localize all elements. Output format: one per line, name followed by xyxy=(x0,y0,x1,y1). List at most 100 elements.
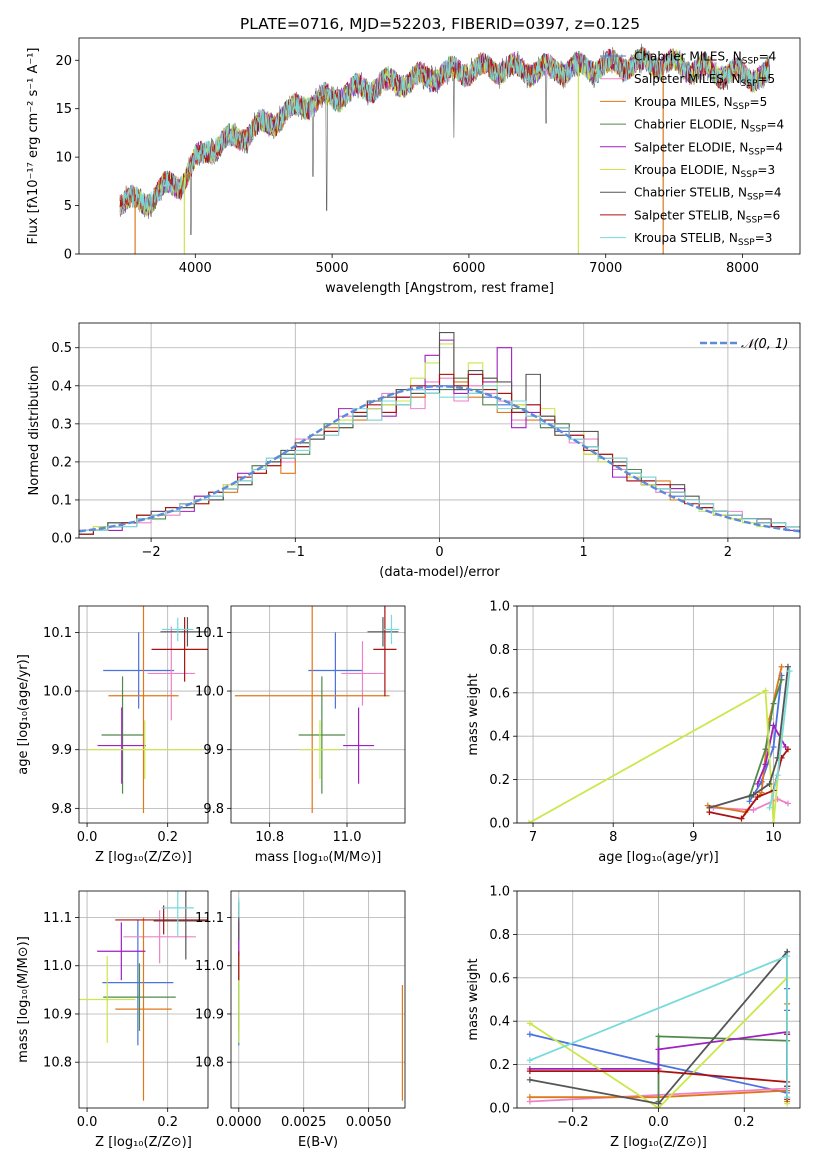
x-tick-label: 4000 xyxy=(179,261,212,276)
y-tick-label: 11.1 xyxy=(195,911,224,926)
x-axis-label: age [log₁₀(age/yr)] xyxy=(598,850,719,865)
y-tick-label: 10.0 xyxy=(195,685,224,700)
legend-label: Salpeter ELODIE, NSSP=4 xyxy=(634,140,783,157)
weight-marker xyxy=(706,809,713,816)
y-tick-label: 0.6 xyxy=(489,686,510,701)
axes-frame xyxy=(230,890,406,1109)
legend-label: 𝒩(0, 1) xyxy=(741,337,788,352)
x-tick-label: 8000 xyxy=(726,261,759,276)
x-tick-label: 0.2 xyxy=(734,1115,755,1130)
weight-marker xyxy=(526,1020,533,1027)
x-axis-label: Z [log₁₀(Z/Z⊙)] xyxy=(95,850,192,865)
y-tick-label: 9.9 xyxy=(203,743,224,758)
x-tick-label: 1 xyxy=(580,545,588,560)
weight-marker xyxy=(750,806,757,813)
legend-label: Kroupa ELODIE, NSSP=3 xyxy=(634,163,775,180)
y-tick-label: 20 xyxy=(55,54,72,69)
x-tick-label: 9 xyxy=(689,830,697,845)
x-tick-label: 0.0000 xyxy=(216,1115,262,1130)
y-tick-label: 0.5 xyxy=(51,341,72,356)
histogram-steps xyxy=(79,331,800,535)
y-axis-label: mass weight xyxy=(466,958,481,1040)
x-tick-label: 0.0050 xyxy=(346,1115,392,1130)
weight-line xyxy=(709,748,789,820)
x-tick-label: 5000 xyxy=(316,261,349,276)
y-axis-label: mass [log₁₀(M/M⊙)] xyxy=(16,936,31,1063)
x-tick-label: 0.0025 xyxy=(281,1115,327,1130)
y-tick-label: 10.9 xyxy=(43,1007,72,1022)
weight-marker xyxy=(655,1068,662,1075)
y-tick-label: 0.8 xyxy=(489,643,510,658)
axes-frame xyxy=(78,37,801,255)
x-tick-label: 0.0 xyxy=(77,1115,98,1130)
y-tick-label: 10.9 xyxy=(195,1007,224,1022)
y-tick-label: 0.2 xyxy=(489,1058,510,1073)
x-tick-label: −2 xyxy=(142,545,161,560)
weight-marker xyxy=(770,700,777,707)
x-axis-label: (data-model)/error xyxy=(379,565,500,580)
spectrum-axes: 4000 5000 6000 7000 8000 0 5 10 15 20 wavelength [… xyxy=(26,48,759,297)
x-tick-label: 8 xyxy=(609,830,617,845)
weight-marker xyxy=(770,820,777,823)
weight-marker xyxy=(762,687,769,694)
weight-marker xyxy=(778,663,785,670)
figure-title: PLATE=0716, MJD=52203, FIBERID=0397, z=0… xyxy=(240,15,640,33)
weight-marker xyxy=(766,780,773,787)
y-tick-label: 0.0 xyxy=(489,817,510,832)
weight-marker xyxy=(750,791,757,798)
weight-marker xyxy=(770,722,777,729)
mass-vs-Z-axes: 0.0 0.2 10.8 10.9 11.0 11.1 Z [log₁₀(Z/Z⊙)] mas… xyxy=(16,891,208,1150)
weight-marker xyxy=(655,1046,662,1053)
weight-marker xyxy=(786,668,793,675)
y-tick-label: 1.0 xyxy=(489,600,510,615)
y-axis-label: Flux [fλ10⁻¹⁷ erg cm⁻² s⁻¹ A⁻¹] xyxy=(26,48,41,245)
weight-marker xyxy=(762,746,769,753)
legend-label: Salpeter MILES, NSSP=5 xyxy=(634,72,775,89)
histogram-series xyxy=(79,331,800,535)
weight-marker xyxy=(784,663,791,670)
spectrum-line xyxy=(119,48,770,215)
y-tick-label: 10.0 xyxy=(43,685,72,700)
weight-marker xyxy=(526,1031,533,1038)
x-tick-label: 0.0 xyxy=(77,830,98,845)
x-axis-label: wavelength [Angstrom, rest frame] xyxy=(325,281,554,296)
y-tick-label: 0.0 xyxy=(489,1102,510,1117)
y-axis-label: mass weight xyxy=(466,673,481,755)
legend-label: Chabrier ELODIE, NSSP=4 xyxy=(634,118,784,135)
spectrum-legend: Chabrier MILES, NSSP=4 Salpeter MILES, NS… xyxy=(600,50,784,248)
weight-marker xyxy=(754,793,761,800)
x-tick-label: 0.0 xyxy=(648,1115,669,1130)
axes-frame xyxy=(78,890,209,1109)
weight-marker xyxy=(655,1033,662,1040)
axes-frame xyxy=(78,605,209,824)
histogram-series xyxy=(79,385,800,531)
mass-weight-vs-Z-lines xyxy=(526,948,791,1108)
weight-marker xyxy=(526,1076,533,1083)
y-tick-label: 9.9 xyxy=(51,743,72,758)
y-tick-label: 9.8 xyxy=(203,802,224,817)
x-tick-label: 10.8 xyxy=(255,830,284,845)
weight-line xyxy=(713,798,789,811)
legend-label: Kroupa STELIB, NSSP=3 xyxy=(634,231,772,248)
weight-marker xyxy=(774,772,781,779)
spectrum-traces xyxy=(119,43,770,254)
mass-weight-vs-age-lines xyxy=(526,663,793,823)
axes-frame xyxy=(230,605,406,824)
weight-marker xyxy=(526,820,533,823)
x-tick-label: 7000 xyxy=(589,261,622,276)
y-tick-label: 0.1 xyxy=(51,493,72,508)
y-tick-label: 0.4 xyxy=(489,730,510,745)
y-tick-label: 0.8 xyxy=(489,928,510,943)
y-tick-label: 0.4 xyxy=(51,379,72,394)
y-tick-label: 1.0 xyxy=(489,885,510,900)
weight-line xyxy=(528,689,783,823)
y-tick-label: 15 xyxy=(55,102,72,117)
weight-marker xyxy=(770,744,777,751)
y-tick-label: 0.4 xyxy=(489,1015,510,1030)
x-tick-label: 0.2 xyxy=(157,830,178,845)
x-tick-label: −1 xyxy=(286,545,305,560)
y-tick-label: 0 xyxy=(64,248,72,263)
x-tick-label: −0.2 xyxy=(557,1115,589,1130)
weight-marker xyxy=(766,804,773,811)
